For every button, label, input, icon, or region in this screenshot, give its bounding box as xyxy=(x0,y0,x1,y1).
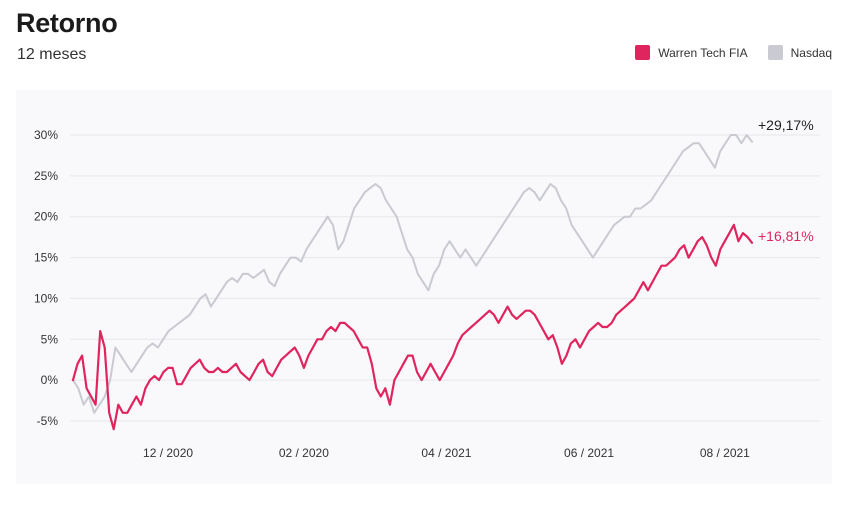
legend-item-benchmark[interactable]: Nasdaq xyxy=(767,45,832,60)
x-tick-label: 12 / 2020 xyxy=(143,446,193,460)
y-tick-label: 10% xyxy=(34,291,58,305)
y-tick-label: -5% xyxy=(37,414,59,428)
chart-panel xyxy=(16,90,832,484)
y-tick-label: 25% xyxy=(34,169,58,183)
series-line-fund xyxy=(71,223,754,431)
chart-subtitle: 12 meses xyxy=(17,46,87,63)
legend-label-benchmark: Nasdaq xyxy=(790,45,832,60)
y-tick-label: 15% xyxy=(34,251,58,265)
end-label-benchmark: +29,17% xyxy=(758,117,814,133)
end-label-fund: +16,81% xyxy=(758,228,814,244)
y-tick-label: 5% xyxy=(41,332,59,346)
legend-swatch-benchmark xyxy=(767,45,783,60)
series-line-benchmark xyxy=(72,134,753,414)
y-tick-label: 20% xyxy=(34,210,58,224)
y-tick-label: 0% xyxy=(41,373,59,387)
chart-legend: Warren Tech FIA Nasdaq xyxy=(615,45,832,60)
legend-swatch-fund xyxy=(635,45,651,60)
chart-title: Retorno xyxy=(16,8,118,38)
y-tick-label: 30% xyxy=(34,128,58,142)
x-tick-label: 06 / 2021 xyxy=(564,446,614,460)
legend-item-fund[interactable]: Warren Tech FIA xyxy=(635,45,748,60)
x-tick-label: 04 / 2021 xyxy=(421,446,471,460)
x-tick-label: 08 / 2021 xyxy=(700,446,750,460)
legend-label-fund: Warren Tech FIA xyxy=(658,45,748,60)
x-tick-label: 02 / 2020 xyxy=(279,446,329,460)
